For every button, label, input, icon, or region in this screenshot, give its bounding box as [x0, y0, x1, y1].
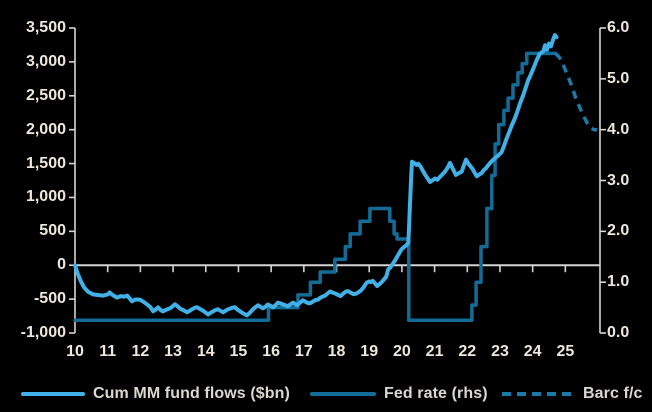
y-right-tick-label: 3.0	[607, 171, 630, 189]
series-line-barc-f-c	[554, 52, 598, 132]
y-left-tick-label: 1,000	[25, 188, 66, 206]
y-left-tick-label: 3,500	[25, 19, 66, 36]
x-tick-label: 24	[523, 343, 542, 360]
line-swatch-solid	[310, 392, 376, 396]
x-tick-label: 25	[556, 343, 575, 360]
x-tick-label: 22	[458, 343, 477, 360]
x-tick-label: 21	[425, 343, 444, 360]
legend: Cum MM fund flows ($bn) Fed rate (rhs) B…	[0, 384, 652, 406]
y-left-tick-label: 2,000	[25, 120, 66, 138]
y-right-tick-label: 5.0	[607, 69, 630, 87]
x-tick-label: 11	[99, 343, 117, 360]
line-swatch-dashed	[502, 392, 575, 396]
y-left-tick-label: 500	[39, 222, 66, 240]
y-left-tick-label: -500	[33, 290, 66, 308]
legend-item-barc-forecast: Barc f/c	[502, 384, 643, 404]
legend-item-cum-mm-fund-flows: Cum MM fund flows ($bn)	[21, 384, 290, 404]
y-left-tick-label: -1,000	[20, 324, 66, 341]
line-swatch-solid	[21, 392, 85, 396]
legend-label: Fed rate (rhs)	[384, 385, 488, 402]
y-left-tick-label: 1,500	[25, 154, 66, 172]
x-tick-label: 14	[196, 343, 215, 360]
x-tick-label: 19	[360, 343, 379, 360]
legend-item-fed-rate: Fed rate (rhs)	[310, 384, 488, 404]
legend-label: Barc f/c	[583, 385, 643, 402]
x-tick-label: 18	[327, 343, 346, 360]
y-right-tick-label: 1.0	[607, 273, 630, 291]
x-tick-label: 23	[491, 343, 509, 360]
x-tick-label: 10	[66, 343, 84, 360]
y-right-tick-label: 0.0	[607, 324, 630, 341]
x-tick-label: 15	[229, 343, 248, 360]
x-tick-label: 17	[294, 343, 313, 360]
x-tick-label: 16	[262, 343, 281, 360]
series-line-cum-mm-fund-flows-bn	[73, 33, 559, 318]
legend-label: Cum MM fund flows ($bn)	[93, 385, 290, 402]
series-line-fed-rate-rhs	[73, 51, 558, 323]
y-right-tick-label: 6.0	[607, 19, 630, 36]
y-left-tick-label: 2,500	[25, 86, 66, 104]
x-tick-label: 13	[164, 343, 182, 360]
y-right-tick-label: 4.0	[607, 120, 630, 138]
y-right-tick-label: 2.0	[607, 222, 630, 240]
x-tick-label: 12	[131, 343, 150, 360]
y-left-tick-label: 0	[57, 256, 66, 274]
x-tick-label: 20	[392, 343, 411, 360]
y-left-tick-label: 3,000	[25, 52, 66, 70]
